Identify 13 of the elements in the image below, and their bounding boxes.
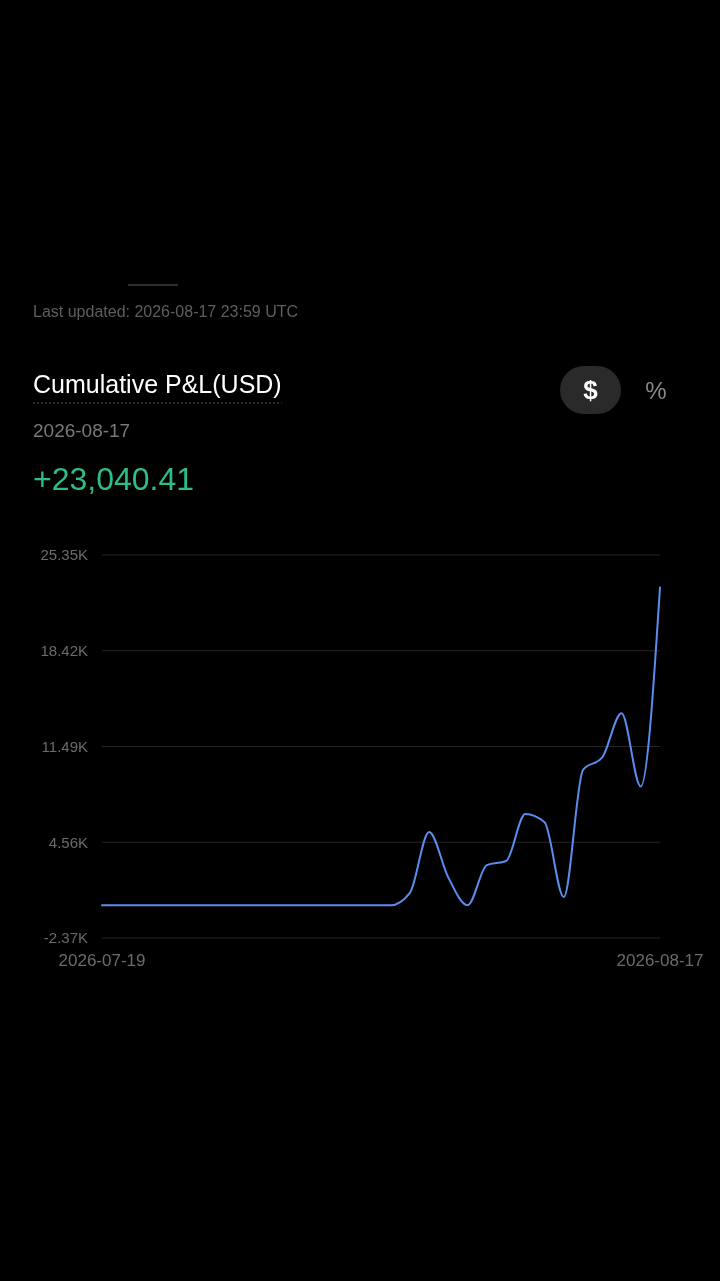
chart-title: Cumulative P&L(USD) — [33, 370, 282, 398]
text: % — [645, 377, 667, 404]
y-tick-label: 4.56K — [48, 833, 88, 851]
y-tick-label: -2.37K — [43, 929, 88, 947]
y-tick-label: 11.49K — [41, 737, 88, 755]
text: Last updated: 2026-08-17 23:59 UTC — [33, 303, 299, 320]
x-tick-label: 2026-07-19 — [58, 951, 146, 970]
text: $ — [583, 375, 599, 405]
y-tick-label: 18.42K — [40, 642, 88, 659]
chart-subtitle: 2026-08-17 — [33, 420, 131, 441]
y-tick-label: 25.35K — [40, 546, 88, 564]
line-series — [101, 586, 661, 907]
text: +23,040.41 — [33, 461, 195, 497]
